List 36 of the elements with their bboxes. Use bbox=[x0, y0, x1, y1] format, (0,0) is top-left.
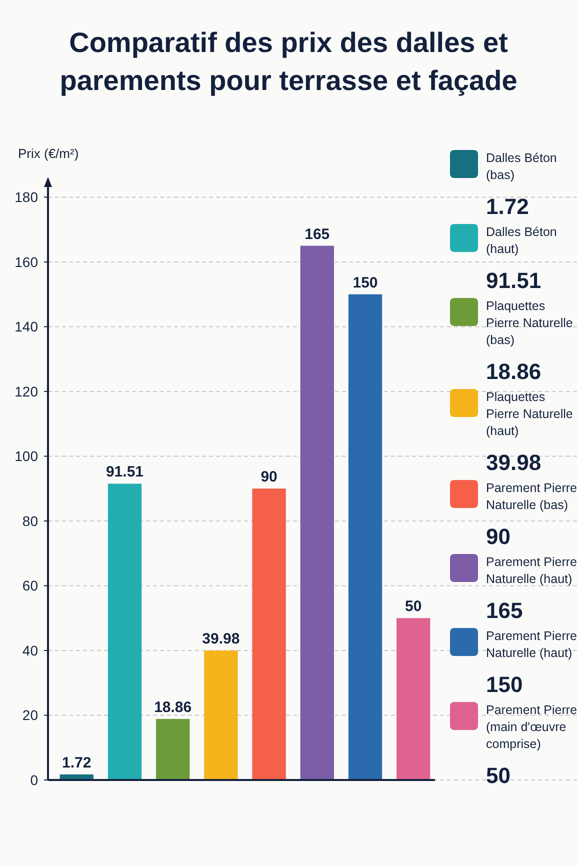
y-tick-label: 100 bbox=[14, 448, 38, 464]
legend-label: Parement Pierre (main d'œuvre comprise) bbox=[486, 703, 577, 751]
legend-label: Dalles Béton (bas) bbox=[486, 151, 557, 182]
text: 50 bbox=[486, 763, 510, 788]
legend-label: Plaquettes Pierre Naturelle (haut) bbox=[486, 390, 573, 438]
y-axis-title: Prix (€/m²) bbox=[18, 146, 79, 161]
text: 150 bbox=[486, 672, 523, 697]
data-label: 39.98 bbox=[202, 630, 240, 648]
data-label: 150 bbox=[352, 274, 378, 292]
legend-label: Parement Pierre Naturelle (bas) bbox=[486, 481, 577, 512]
y-tick-label: 20 bbox=[22, 707, 38, 724]
y-tick-label: 40 bbox=[22, 642, 38, 658]
data-label: 91.51 bbox=[106, 464, 144, 481]
chart-title: Comparatif des prix des dalles et parements pour terrasse et façade bbox=[60, 27, 518, 96]
legend-label: Plaquettes Pierre Naturelle (bas) bbox=[486, 299, 573, 347]
y-tick-label: 180 bbox=[14, 189, 38, 206]
text: 39.98 bbox=[486, 450, 542, 475]
y-tick-label: 0 bbox=[30, 772, 38, 788]
data-label: 165 bbox=[304, 226, 330, 243]
text: 1.72 bbox=[486, 194, 529, 219]
data-label: 90 bbox=[260, 468, 278, 486]
legend-label: Parement Pierre Naturelle (haut) bbox=[486, 555, 577, 586]
text: 18.86 bbox=[486, 359, 542, 384]
data-label: 18.86 bbox=[154, 698, 192, 716]
y-tick-label: 160 bbox=[14, 254, 38, 270]
data-label: 1.72 bbox=[62, 754, 92, 772]
legend-label: Parement Pierre Naturelle (haut) bbox=[486, 629, 577, 660]
text: 90 bbox=[486, 524, 510, 549]
y-tick-label: 120 bbox=[14, 383, 38, 400]
legend-label: Dalles Béton (haut) bbox=[486, 225, 557, 256]
y-tick-label: 60 bbox=[22, 578, 38, 594]
y-tick-label: 80 bbox=[22, 512, 38, 529]
data-label: 50 bbox=[405, 598, 422, 616]
text: 91.51 bbox=[486, 268, 542, 293]
y-tick-label: 140 bbox=[14, 318, 38, 335]
text: 165 bbox=[486, 598, 523, 623]
